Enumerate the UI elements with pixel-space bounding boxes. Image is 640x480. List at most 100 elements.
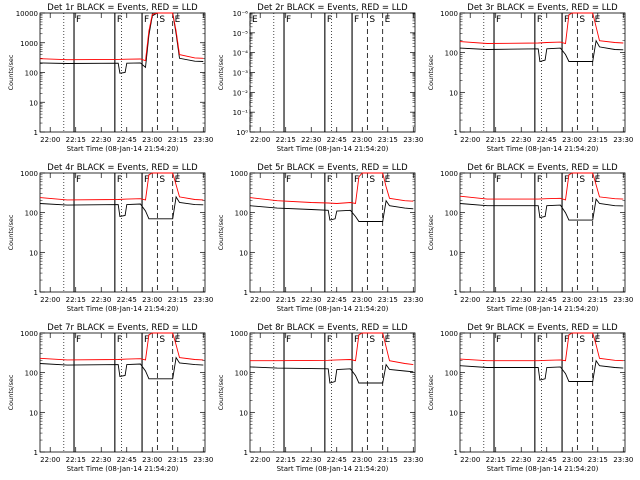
series-lld	[250, 332, 414, 366]
plot-frame	[249, 12, 416, 133]
plot-frame	[39, 172, 206, 293]
panel-det-6r: Det 6r BLACK = Events, RED = LLD 1 10 100 10…	[427, 163, 633, 313]
series-events	[39, 356, 204, 380]
marker-label-F: F	[117, 175, 122, 185]
x-tick-label: 22:30	[301, 136, 321, 144]
marker-label-E: E	[385, 175, 391, 185]
y-axis-label: Counts/sec	[217, 214, 225, 250]
y-tick-label: 1	[454, 289, 458, 297]
x-axis-label: Start Time (08-Jan-14 21:54:20)	[67, 145, 179, 153]
y-tick-label: 10	[239, 409, 248, 417]
x-axis-label: Start Time (08-Jan-14 21:54:20)	[277, 465, 389, 473]
marker-label-F: F	[354, 175, 359, 185]
y-tick-label: 10	[449, 89, 458, 97]
marker-label-S: S	[579, 335, 585, 345]
panel-det-1r: Det 1r BLACK = Events, RED = LLD 1 10 100 10…	[7, 3, 213, 153]
marker-label-E: E	[385, 15, 391, 25]
panel-title: Det 6r BLACK = Events, RED = LLD	[467, 163, 618, 173]
x-tick-label: 22:00	[250, 296, 270, 304]
x-tick-label: 22:15	[486, 296, 506, 304]
x-tick-label: 22:30	[91, 136, 111, 144]
x-tick-label: 22:30	[91, 296, 111, 304]
marker-label-F: F	[144, 175, 149, 185]
panel-det-3r: Det 3r BLACK = Events, RED = LLD 1 10 100 10…	[427, 3, 633, 153]
x-tick-label: 22:15	[486, 136, 506, 144]
marker-label-S: S	[159, 335, 165, 345]
marker-label-F: F	[496, 175, 501, 185]
marker-label-E: E	[175, 335, 181, 345]
marker-label-F: F	[117, 335, 122, 345]
x-tick-label: 22:45	[327, 456, 347, 464]
series-lld	[39, 332, 204, 361]
y-tick-label: 10	[29, 99, 38, 107]
y-tick-label: 100	[445, 210, 458, 218]
x-tick-label: 23:15	[588, 136, 608, 144]
x-tick-label: 23:00	[562, 136, 582, 144]
marker-label-S: S	[579, 15, 585, 25]
marker-label-F: F	[537, 15, 542, 25]
x-tick-label: 23:30	[193, 456, 213, 464]
y-tick-label: 1000	[230, 330, 248, 338]
x-tick-label: 23:30	[403, 296, 423, 304]
panel-det-9r: Det 9r BLACK = Events, RED = LLD 1 10 100 10…	[427, 323, 633, 473]
series-events	[249, 363, 414, 384]
x-tick-label: 22:30	[301, 456, 321, 464]
marker-label-F: F	[564, 15, 569, 25]
panel-title: Det 5r BLACK = Events, RED = LLD	[257, 163, 408, 173]
x-tick-label: 23:15	[168, 136, 188, 144]
x-tick-label: 23:15	[378, 456, 398, 464]
x-tick-label: 23:00	[352, 456, 372, 464]
x-tick-label: 22:00	[40, 296, 60, 304]
y-tick-label: 1	[34, 449, 38, 457]
y-tick-label: 1	[34, 129, 38, 137]
marker-label-F: F	[564, 175, 569, 185]
marker-label-F: F	[286, 335, 291, 345]
marker-label-S: S	[369, 15, 375, 25]
plot-frame	[459, 172, 626, 293]
series-lld	[459, 332, 624, 362]
marker-label-F: F	[76, 175, 81, 185]
x-tick-label: 23:15	[168, 456, 188, 464]
y-axis-label: Counts/sec	[427, 54, 435, 90]
y-tick-label: 10	[239, 249, 248, 257]
series-lld	[39, 12, 204, 62]
y-tick-label: 100	[25, 210, 38, 218]
y-axis-label: Counts/sec	[427, 374, 435, 410]
x-tick-label: 22:00	[250, 456, 270, 464]
x-tick-label: 22:15	[486, 456, 506, 464]
x-tick-label: 23:30	[193, 136, 213, 144]
y-tick-label: 100	[445, 50, 458, 58]
series-events	[459, 198, 624, 221]
marker-label-S: S	[159, 15, 165, 25]
x-axis-label: Start Time (08-Jan-14 21:54:20)	[277, 145, 389, 153]
marker-label-F: F	[354, 15, 359, 25]
series-events	[459, 39, 624, 63]
panel-title: Det 1r BLACK = Events, RED = LLD	[47, 3, 198, 13]
y-axis-label: Counts/sec	[217, 374, 225, 410]
series-events	[39, 195, 204, 220]
x-tick-label: 23:30	[193, 296, 213, 304]
x-tick-label: 23:00	[352, 136, 372, 144]
marker-label-E: E	[595, 175, 601, 185]
x-tick-label: 22:15	[66, 296, 86, 304]
y-tick-label: 10⁻⁵	[233, 30, 249, 38]
y-tick-label: 10	[449, 249, 458, 257]
x-tick-label: 23:00	[352, 296, 372, 304]
x-tick-label: 23:15	[378, 296, 398, 304]
marker-label-F: F	[286, 15, 291, 25]
y-tick-label: 1	[34, 289, 38, 297]
x-axis-label: Start Time (08-Jan-14 21:54:20)	[487, 465, 599, 473]
y-tick-label: 1	[454, 449, 458, 457]
plot-frame	[249, 332, 416, 453]
y-tick-label: 10⁻⁶	[233, 10, 249, 18]
x-tick-label: 22:45	[537, 136, 557, 144]
marker-label-S: S	[369, 175, 375, 185]
y-tick-label: 100	[235, 370, 248, 378]
panel-title: Det 4r BLACK = Events, RED = LLD	[47, 163, 198, 173]
x-tick-label: 22:45	[537, 296, 557, 304]
x-tick-label: 22:45	[327, 136, 347, 144]
x-tick-label: 23:15	[168, 296, 188, 304]
series-events	[249, 199, 414, 222]
x-tick-label: 22:00	[40, 136, 60, 144]
panel-det-7r: Det 7r BLACK = Events, RED = LLD 1 10 100 10…	[7, 323, 213, 473]
